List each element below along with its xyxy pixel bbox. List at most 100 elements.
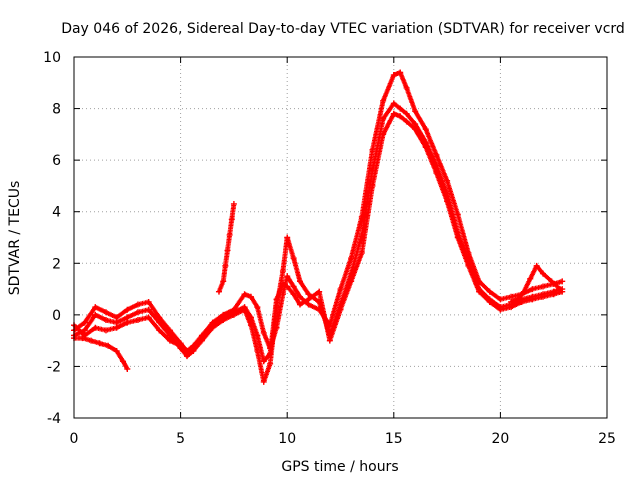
data-point <box>529 286 536 293</box>
data-point <box>145 298 152 305</box>
data-point <box>260 329 267 336</box>
data-point <box>273 296 280 303</box>
data-point <box>476 288 483 295</box>
data-point <box>241 304 248 311</box>
data-point <box>241 291 248 298</box>
y-tick-label: 8 <box>52 102 61 118</box>
series-track-e <box>215 200 237 295</box>
data-point <box>247 293 254 300</box>
data-point <box>220 278 227 285</box>
data-point <box>209 322 216 329</box>
data-point <box>290 255 297 262</box>
data-point <box>358 249 365 256</box>
y-tick-label: -4 <box>47 411 61 427</box>
data-point <box>337 306 344 313</box>
data-point <box>224 247 231 254</box>
data-point <box>403 110 410 117</box>
data-point <box>81 327 88 334</box>
data-point <box>102 327 109 334</box>
data-point <box>465 262 472 269</box>
data-point <box>230 200 237 207</box>
data-point <box>145 314 152 321</box>
data-point <box>267 360 274 367</box>
data-point <box>92 311 99 318</box>
data-point <box>422 126 429 133</box>
data-point <box>113 314 120 321</box>
series-track-f <box>508 262 564 305</box>
data-point <box>284 234 291 241</box>
x-tick-label: 25 <box>598 431 616 447</box>
data-point <box>124 319 131 326</box>
data-point <box>215 288 222 295</box>
data-point <box>113 324 120 331</box>
data-point <box>529 296 536 303</box>
data-point <box>305 301 312 308</box>
data-point <box>124 306 131 313</box>
x-tick-label: 15 <box>385 431 403 447</box>
data-point <box>113 347 120 354</box>
y-axis-label: SDTVAR / TECUs <box>7 181 23 296</box>
data-point <box>88 337 95 344</box>
data-point <box>412 126 419 133</box>
data-point <box>380 115 387 122</box>
data-point <box>198 335 205 342</box>
data-point <box>81 319 88 326</box>
data-point <box>290 291 297 298</box>
data-point <box>454 234 461 241</box>
data-point <box>284 273 291 280</box>
data-point <box>548 278 555 285</box>
data-point <box>296 301 303 308</box>
series-markers <box>71 335 130 371</box>
data-point <box>296 278 303 285</box>
data-point <box>403 118 410 125</box>
data-point <box>540 293 547 300</box>
y-tick-label: 6 <box>52 153 61 169</box>
data-point <box>296 293 303 300</box>
data-point <box>166 332 173 339</box>
data-point <box>96 340 103 347</box>
x-axis-label: GPS time / hours <box>281 459 398 475</box>
data-point <box>284 283 291 290</box>
data-point <box>316 288 323 295</box>
data-point <box>230 309 237 316</box>
data-point <box>305 296 312 303</box>
data-point <box>290 283 297 290</box>
series-markers <box>71 100 564 385</box>
data-point <box>508 293 515 300</box>
y-tick-label: 0 <box>52 308 61 324</box>
data-point <box>124 366 131 373</box>
data-point <box>267 350 274 357</box>
data-point <box>326 337 333 344</box>
data-point <box>380 131 387 138</box>
data-point <box>497 306 504 313</box>
data-point <box>348 278 355 285</box>
data-point <box>247 314 254 321</box>
data-point <box>254 332 261 339</box>
data-point <box>92 324 99 331</box>
data-point <box>102 317 109 324</box>
data-point <box>113 319 120 326</box>
y-tick-label: 10 <box>43 50 61 66</box>
data-point <box>102 309 109 316</box>
data-point <box>254 304 261 311</box>
data-point <box>444 198 451 205</box>
x-tick-label: 0 <box>70 431 79 447</box>
plot-area <box>71 69 566 385</box>
series-track-b <box>71 100 566 385</box>
data-point <box>508 304 515 311</box>
data-point <box>454 211 461 218</box>
y-tick-label: -2 <box>47 359 61 375</box>
data-point <box>412 121 419 128</box>
data-point <box>79 335 86 342</box>
x-tick-label: 5 <box>176 431 185 447</box>
data-point <box>497 296 504 303</box>
data-point <box>559 278 566 285</box>
data-point <box>550 291 557 298</box>
data-point <box>390 110 397 117</box>
data-point <box>422 144 429 151</box>
y-tick-label: 2 <box>52 256 61 272</box>
x-tick-label: 10 <box>278 431 296 447</box>
data-point <box>369 182 376 189</box>
data-point <box>260 358 267 365</box>
data-point <box>527 275 534 282</box>
